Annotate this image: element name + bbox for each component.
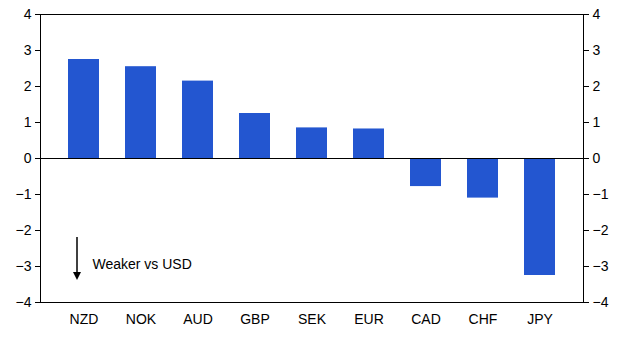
svg-text:−4: −4 [16, 294, 32, 310]
svg-text:1: 1 [593, 114, 601, 130]
svg-text:0: 0 [24, 150, 32, 166]
svg-text:2: 2 [24, 78, 32, 94]
svg-text:3: 3 [24, 42, 32, 58]
svg-text:NOK: NOK [126, 311, 157, 327]
svg-text:SEK: SEK [298, 311, 327, 327]
svg-text:NZD: NZD [70, 311, 99, 327]
svg-text:CAD: CAD [411, 311, 441, 327]
svg-text:−3: −3 [16, 258, 32, 274]
svg-text:−1: −1 [16, 186, 32, 202]
svg-text:3: 3 [593, 42, 601, 58]
svg-text:AUD: AUD [183, 311, 213, 327]
svg-text:0: 0 [593, 150, 601, 166]
svg-text:JPY: JPY [527, 311, 553, 327]
svg-text:GBP: GBP [240, 311, 270, 327]
svg-text:EUR: EUR [354, 311, 384, 327]
svg-text:CHF: CHF [469, 311, 498, 327]
svg-text:1: 1 [24, 114, 32, 130]
svg-text:−4: −4 [593, 294, 609, 310]
svg-text:4: 4 [24, 6, 32, 22]
svg-text:−1: −1 [593, 186, 609, 202]
svg-text:4: 4 [593, 6, 601, 22]
svg-text:2: 2 [593, 78, 601, 94]
svg-text:−3: −3 [593, 258, 609, 274]
svg-text:−2: −2 [16, 222, 32, 238]
svg-text:Weaker vs USD: Weaker vs USD [93, 256, 192, 272]
svg-text:−2: −2 [593, 222, 609, 238]
